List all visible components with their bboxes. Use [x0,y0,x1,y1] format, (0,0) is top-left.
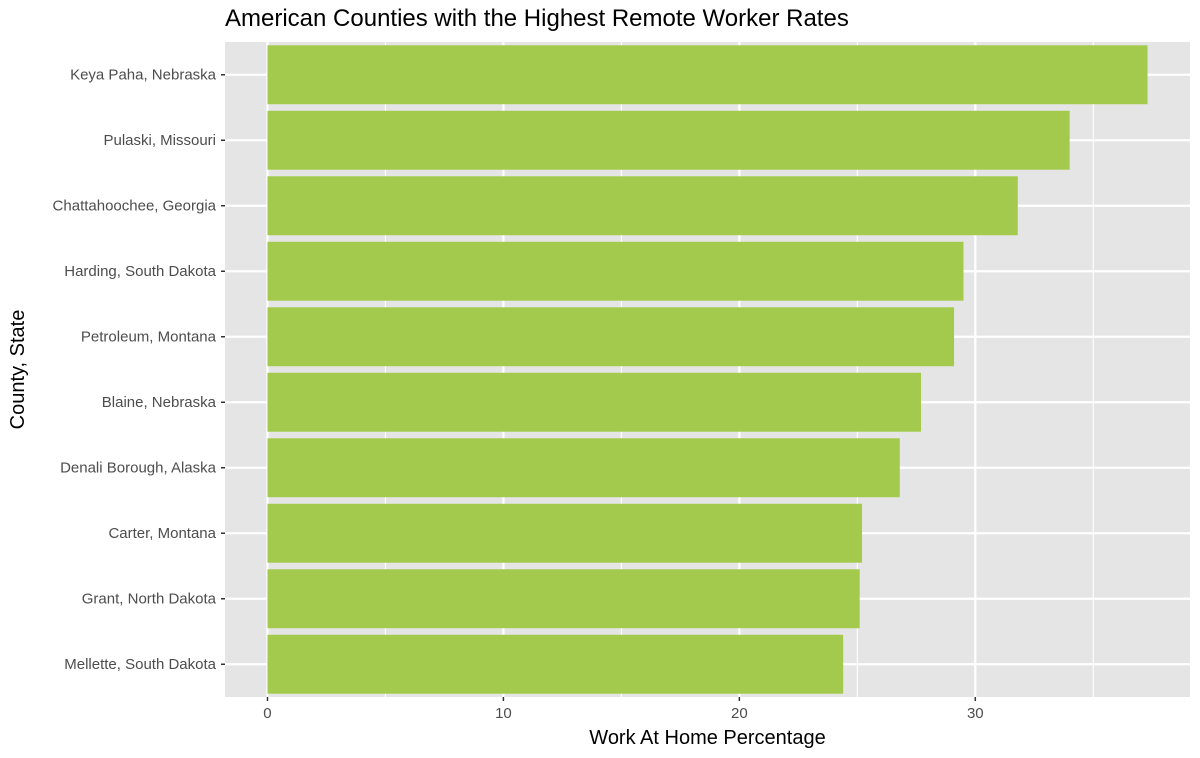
y-tick-label: Pulaski, Missouri [103,132,216,149]
y-axis-title: County, State [7,310,29,430]
chart-title: American Counties with the Highest Remot… [225,5,849,32]
y-tick-label: Harding, South Dakota [64,263,216,280]
y-tick-label: Keya Paha, Nebraska [70,66,217,83]
x-tick-label: 0 [263,705,271,722]
x-axis-ticks: 0 10 20 30 [263,697,984,722]
x-tick-label: 10 [495,705,512,722]
x-tick-label: 30 [967,705,984,722]
bar [267,503,863,563]
y-tick-label: Mellette, South Dakota [64,656,216,673]
y-tick-label: Petroleum, Montana [81,328,217,345]
bar [267,241,964,301]
y-tick-label: Blaine, Nebraska [102,394,217,411]
bars [267,45,1148,694]
bar [267,634,844,694]
bar [267,372,922,432]
y-axis-ticks: Keya Paha, Nebraska Pulaski, Missouri Chat… [53,66,225,673]
x-tick-label: 20 [731,705,748,722]
bar [267,307,955,367]
y-tick-label: Carter, Montana [108,525,216,542]
bar [267,110,1070,170]
bar [267,438,900,498]
y-tick-label: Denali Borough, Alaska [60,459,217,476]
bar [267,45,1148,105]
x-axis-title: Work At Home Percentage [589,727,825,749]
bar [267,569,860,629]
y-tick-label: Chattahoochee, Georgia [53,197,217,214]
y-tick-label: Grant, North Dakota [82,590,217,607]
bar [267,176,1018,236]
